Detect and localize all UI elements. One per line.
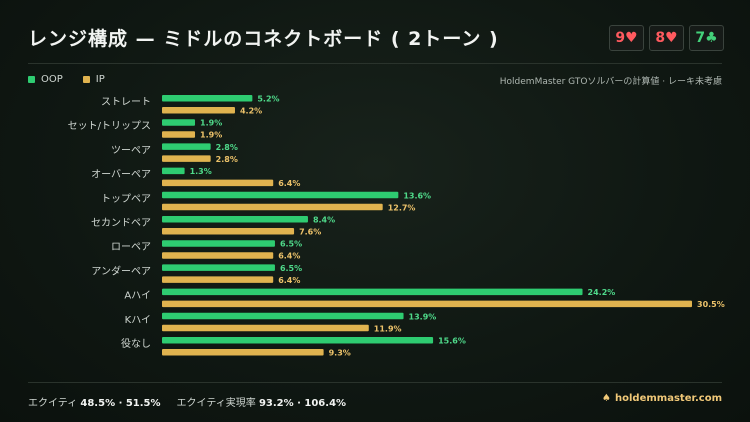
realization-value: 93.2% · 106.4%: [258, 398, 347, 409]
board-card: 8 ♥: [649, 25, 684, 51]
bar-oop: [162, 240, 275, 247]
board-card: 9 ♥: [609, 25, 644, 51]
bar-oop: [162, 167, 185, 175]
realization-stat: エクイティ実現率 93.2% · 106.4%: [177, 394, 347, 409]
bar-ip: [162, 131, 196, 138]
bar-ip: [162, 179, 274, 187]
board-cards: 9 ♥ 8 ♥ 7 ♣: [609, 25, 724, 51]
category-label: アンダーペア: [91, 264, 151, 277]
bar-ip: [162, 300, 692, 308]
bar-oop: [162, 143, 211, 150]
bar-oop: [162, 337, 434, 344]
bar-oop: [162, 95, 253, 102]
card-rank: 8: [655, 30, 666, 46]
data-label: 7.6%: [299, 228, 321, 237]
data-label: 24.2%: [588, 288, 616, 297]
divider: [28, 382, 722, 383]
source-note: HoldemMaster GTOソルバーの計算値 · レーキ未考慮: [499, 77, 722, 87]
legend: OOP IP: [28, 74, 105, 85]
bar-oop: [162, 191, 399, 199]
page-title: レンジ構成 — ミドルのコネクトボード ( 2トーン ): [28, 28, 499, 50]
category-label: セカンドペア: [91, 217, 151, 229]
bar-ip: [162, 276, 274, 283]
legend-label: IP: [95, 74, 105, 85]
bar-ip: [162, 155, 211, 162]
divider: [28, 63, 722, 64]
brand-text: holdemmaster.com: [615, 393, 722, 404]
data-label: 1.9%: [200, 131, 222, 140]
category-label: ツーペア: [111, 145, 151, 156]
data-label: 13.9%: [409, 312, 437, 321]
club-icon: ♣: [705, 30, 718, 46]
data-label: 4.2%: [240, 107, 262, 116]
bar-oop: [162, 264, 275, 271]
legend-label: OOP: [41, 74, 63, 85]
category-label: Aハイ: [124, 291, 151, 302]
bar-ip: [162, 107, 235, 114]
data-label: 11.9%: [374, 324, 402, 333]
data-label: 5.2%: [257, 95, 279, 104]
brand-link[interactable]: ♠ holdemmaster.com: [602, 393, 722, 404]
legend-item-oop: OOP: [28, 74, 63, 85]
data-label: 1.3%: [190, 167, 212, 176]
category-label: Kハイ: [125, 315, 151, 326]
data-label: 8.4%: [313, 216, 335, 225]
heart-icon: ♥: [625, 30, 638, 46]
spade-icon: ♠: [602, 393, 612, 404]
equity-value: 48.5% · 51.5%: [80, 398, 161, 409]
bar-oop: [162, 312, 404, 320]
legend-swatch: [82, 76, 90, 83]
footer-stats: エクイティ 48.5% · 51.5% エクイティ実現率 93.2% · 106…: [28, 394, 346, 409]
bar-ip: [162, 252, 274, 259]
data-label: 1.9%: [200, 119, 222, 128]
bar-oop: [162, 216, 308, 223]
category-label: 役なし: [121, 337, 151, 350]
data-label: 15.6%: [438, 337, 466, 346]
data-label: 12.7%: [388, 203, 416, 212]
data-label: 2.8%: [216, 155, 238, 164]
card-rank: 9: [615, 30, 626, 46]
equity-stat: エクイティ 48.5% · 51.5%: [28, 394, 161, 409]
data-label: 6.4%: [278, 276, 300, 285]
category-label: ローペア: [111, 242, 151, 253]
bar-ip: [162, 324, 369, 332]
category-label: ストレート: [101, 97, 151, 108]
data-label: 2.8%: [216, 143, 238, 152]
bar-ip: [162, 203, 383, 211]
bar-oop: [162, 119, 196, 126]
bar-ip: [162, 228, 295, 235]
bar-ip: [162, 349, 324, 356]
data-label: 6.4%: [278, 179, 300, 188]
heart-icon: ♥: [665, 30, 678, 46]
data-label: 6.4%: [278, 252, 300, 261]
data-label: 13.6%: [403, 191, 431, 200]
bar-oop: [162, 288, 583, 296]
legend-item-ip: IP: [82, 74, 105, 85]
equity-label: エクイティ: [28, 398, 78, 409]
category-label: セット/トリップス: [68, 120, 151, 132]
data-label: 30.5%: [697, 300, 725, 309]
legend-swatch: [28, 76, 35, 83]
realization-label: エクイティ実現率: [176, 398, 256, 409]
category-label: オーバーペア: [91, 169, 151, 181]
board-card: 7 ♣: [689, 25, 724, 51]
data-label: 6.5%: [280, 264, 302, 273]
data-label: 6.5%: [280, 240, 302, 249]
card-rank: 7: [695, 30, 706, 46]
category-label: トップペア: [101, 193, 151, 205]
data-label: 9.3%: [329, 349, 351, 358]
